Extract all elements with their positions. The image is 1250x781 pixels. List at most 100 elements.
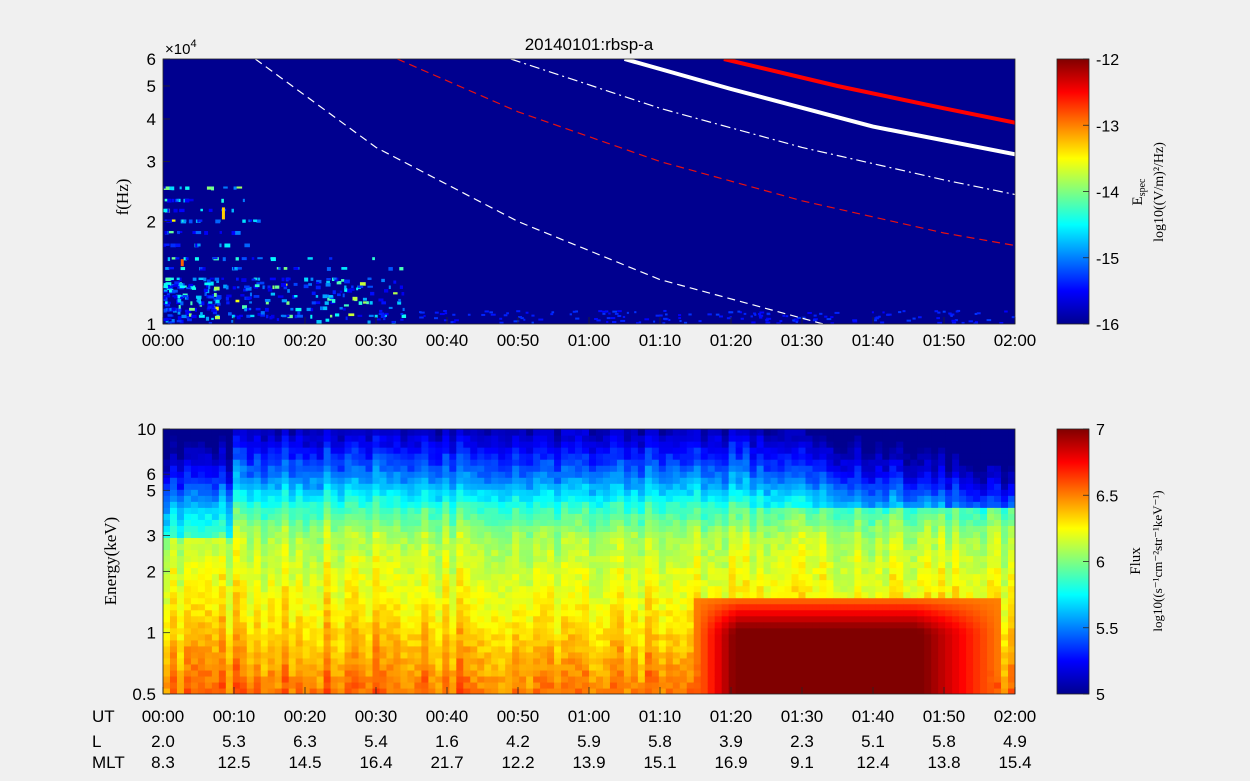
- noise-pixel: [662, 322, 666, 324]
- flux-cell: [763, 477, 772, 484]
- flux-cell: [805, 591, 814, 599]
- flux-cell: [239, 501, 248, 508]
- flux-cell: [505, 573, 513, 581]
- flux-cell: [763, 615, 772, 623]
- x-tick-label: 01:00: [568, 331, 611, 350]
- flux-cell: [805, 567, 814, 575]
- flux-cell: [491, 429, 499, 436]
- flux-cell: [665, 441, 674, 448]
- flux-cell: [260, 657, 269, 665]
- noise-pixel: [419, 316, 424, 319]
- flux-cell: [742, 675, 751, 683]
- flux-cell: [302, 549, 311, 557]
- noise-pixel: [303, 284, 309, 289]
- flux-cell: [568, 459, 576, 466]
- flux-cell: [421, 597, 429, 605]
- flux-cell: [547, 633, 555, 641]
- flux-cell: [630, 555, 639, 563]
- flux-cell: [679, 525, 688, 532]
- flux-cell: [561, 489, 569, 496]
- flux-cell: [365, 477, 374, 484]
- flux-cell: [316, 669, 325, 677]
- flux-cell: [316, 615, 325, 623]
- flux-cell: [568, 489, 576, 496]
- y-tick-label: 1: [147, 315, 156, 334]
- flux-cell: [197, 549, 206, 557]
- flux-cell: [316, 597, 325, 605]
- flux-cell: [798, 525, 807, 532]
- flux-cell: [561, 675, 569, 683]
- flux-cell: [274, 453, 283, 460]
- flux-cell: [211, 591, 220, 599]
- flux-cell: [183, 519, 192, 526]
- flux-cell: [288, 669, 297, 677]
- noise-pixel: [653, 320, 656, 323]
- flux-cell: [183, 633, 192, 641]
- noise-pixel: [183, 219, 187, 223]
- flux-cell: [498, 615, 506, 623]
- flux-cell: [449, 603, 457, 611]
- flux-cell: [805, 525, 814, 532]
- flux-cell: [833, 519, 842, 526]
- noise-pixel: [209, 277, 214, 280]
- flux-cell: [393, 633, 402, 641]
- flux-cell: [498, 453, 506, 460]
- flux-cell: [400, 603, 409, 611]
- flux-cell: [449, 543, 457, 551]
- flux-cell: [798, 675, 807, 683]
- flux-cell: [505, 555, 513, 563]
- flux-cell: [644, 513, 653, 520]
- flux-cell: [442, 657, 450, 665]
- flux-cell: [421, 483, 429, 490]
- flux-cell: [274, 489, 283, 496]
- flux-cell: [777, 609, 786, 617]
- flux-cell: [365, 567, 374, 575]
- noise-pixel: [644, 318, 650, 321]
- flux-cell: [183, 675, 192, 683]
- flux-cell: [491, 663, 499, 671]
- flux-cell: [190, 501, 199, 508]
- noise-pixel: [636, 322, 639, 324]
- flux-cell: [456, 603, 464, 611]
- flux-cell: [163, 477, 171, 484]
- flux-cell: [323, 483, 332, 490]
- flux-cell: [197, 435, 206, 442]
- flux-cell: [582, 621, 590, 629]
- flux-cell: [616, 549, 625, 557]
- flux-cell: [665, 489, 674, 496]
- noise-pixel: [316, 279, 322, 284]
- flux-cell: [421, 495, 429, 502]
- flux-cell: [197, 429, 206, 436]
- flux-cell: [505, 597, 513, 605]
- flux-cell: [344, 687, 353, 694]
- flux-cell: [218, 549, 227, 557]
- flux-cell: [735, 591, 744, 599]
- flux-cell: [763, 531, 772, 539]
- flux-cell: [491, 657, 499, 665]
- flux-cell: [372, 507, 381, 514]
- flux-cell: [428, 531, 436, 539]
- flux-cell: [728, 639, 737, 647]
- flux-cell: [602, 597, 611, 605]
- flux-cell: [323, 615, 332, 623]
- flux-cell: [169, 561, 178, 569]
- flux-cell: [295, 441, 304, 448]
- flux-cell: [400, 669, 409, 677]
- flux-cell: [756, 591, 765, 599]
- flux-cell: [693, 537, 702, 545]
- flux-cell: [386, 639, 395, 647]
- flux-cell: [547, 645, 555, 653]
- flux-cell: [763, 459, 772, 466]
- flux-cell: [183, 471, 192, 478]
- flux-cell: [700, 663, 709, 671]
- flux-cell: [595, 645, 604, 653]
- flux-cell: [421, 459, 429, 466]
- flux-cell: [658, 603, 667, 611]
- flux-cell: [407, 615, 416, 623]
- flux-cell: [679, 531, 688, 539]
- flux-cell: [519, 513, 527, 520]
- flux-cell: [749, 675, 758, 683]
- noise-pixel: [173, 208, 178, 213]
- flux-cell: [435, 669, 443, 677]
- flux-cell: [246, 483, 255, 490]
